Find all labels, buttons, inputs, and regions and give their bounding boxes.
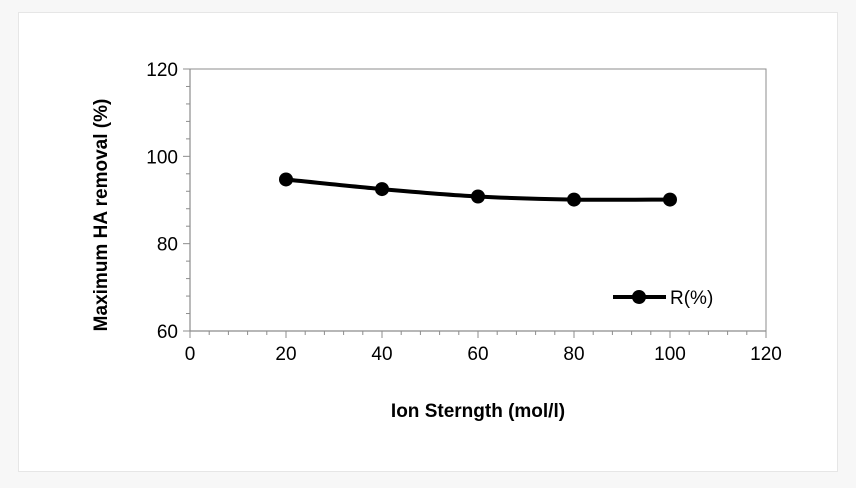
y-tick-label: 120 [146,60,178,81]
x-tick-label: 120 [750,344,782,365]
series-layer [279,172,677,207]
data-point-marker [279,172,293,187]
y-tick-label: 60 [157,322,178,343]
legend-marker [632,290,646,304]
x-tick-label: 40 [371,344,392,365]
x-tick-label: 0 [185,344,196,365]
x-tick-label: 60 [467,344,488,365]
line-chart: Ion Sterngth (mol/l) Maximum HA removal … [91,60,782,422]
chart-card: Ion Sterngth (mol/l) Maximum HA removal … [18,12,838,472]
legend: R(%) [613,288,713,309]
data-point-marker [375,182,389,197]
y-tick-label: 100 [146,147,178,168]
data-point-marker [471,189,485,204]
legend-label: R(%) [670,288,713,309]
y-tick-label: 80 [157,235,178,256]
chart-axes [183,68,767,338]
data-point-marker [663,192,677,207]
x-tick-label: 100 [654,344,686,365]
x-tick-label: 80 [563,344,584,365]
data-point-marker [567,192,581,207]
labels-layer: Ion Sterngth (mol/l) Maximum HA removal … [91,60,782,422]
x-axis-title: Ion Sterngth (mol/l) [391,401,565,422]
y-axis-title: Maximum HA removal (%) [91,99,112,332]
x-tick-label: 20 [275,344,296,365]
